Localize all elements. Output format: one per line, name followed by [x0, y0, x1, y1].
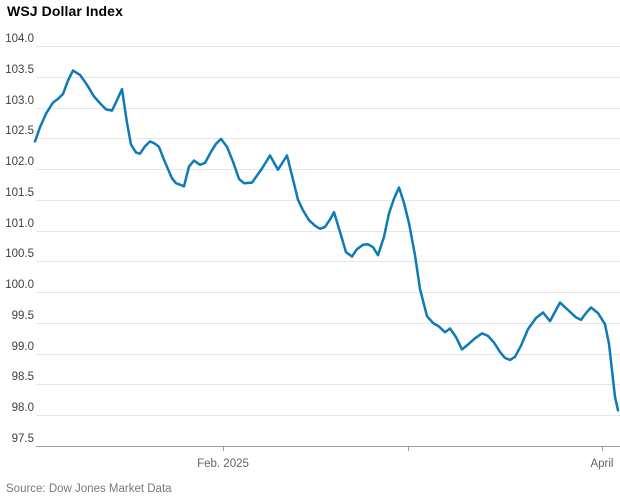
y-tick-label: 97.5: [12, 433, 34, 445]
y-tick-label: 100.0: [5, 279, 34, 291]
y-tick-label: 98.0: [12, 402, 34, 414]
y-tick-label: 99.0: [12, 341, 34, 353]
x-tick-label: Feb. 2025: [197, 458, 249, 470]
y-tick-label: 98.5: [12, 371, 34, 383]
y-tick-label: 99.5: [12, 310, 34, 322]
y-tick-label: 102.0: [5, 156, 34, 168]
x-tick-label: April: [590, 458, 613, 470]
y-tick-label: 103.5: [5, 64, 34, 76]
y-tick-label: 102.5: [5, 125, 34, 137]
y-tick-label: 104.0: [5, 33, 34, 45]
y-tick-label: 101.5: [5, 187, 34, 199]
y-tick-label: 101.0: [5, 218, 34, 230]
y-tick-label: 100.5: [5, 248, 34, 260]
source-note: Source: Dow Jones Market Data: [6, 483, 172, 495]
chart-title: WSJ Dollar Index: [7, 3, 123, 19]
y-tick-label: 103.0: [5, 95, 34, 107]
price-line: [33, 69, 620, 412]
